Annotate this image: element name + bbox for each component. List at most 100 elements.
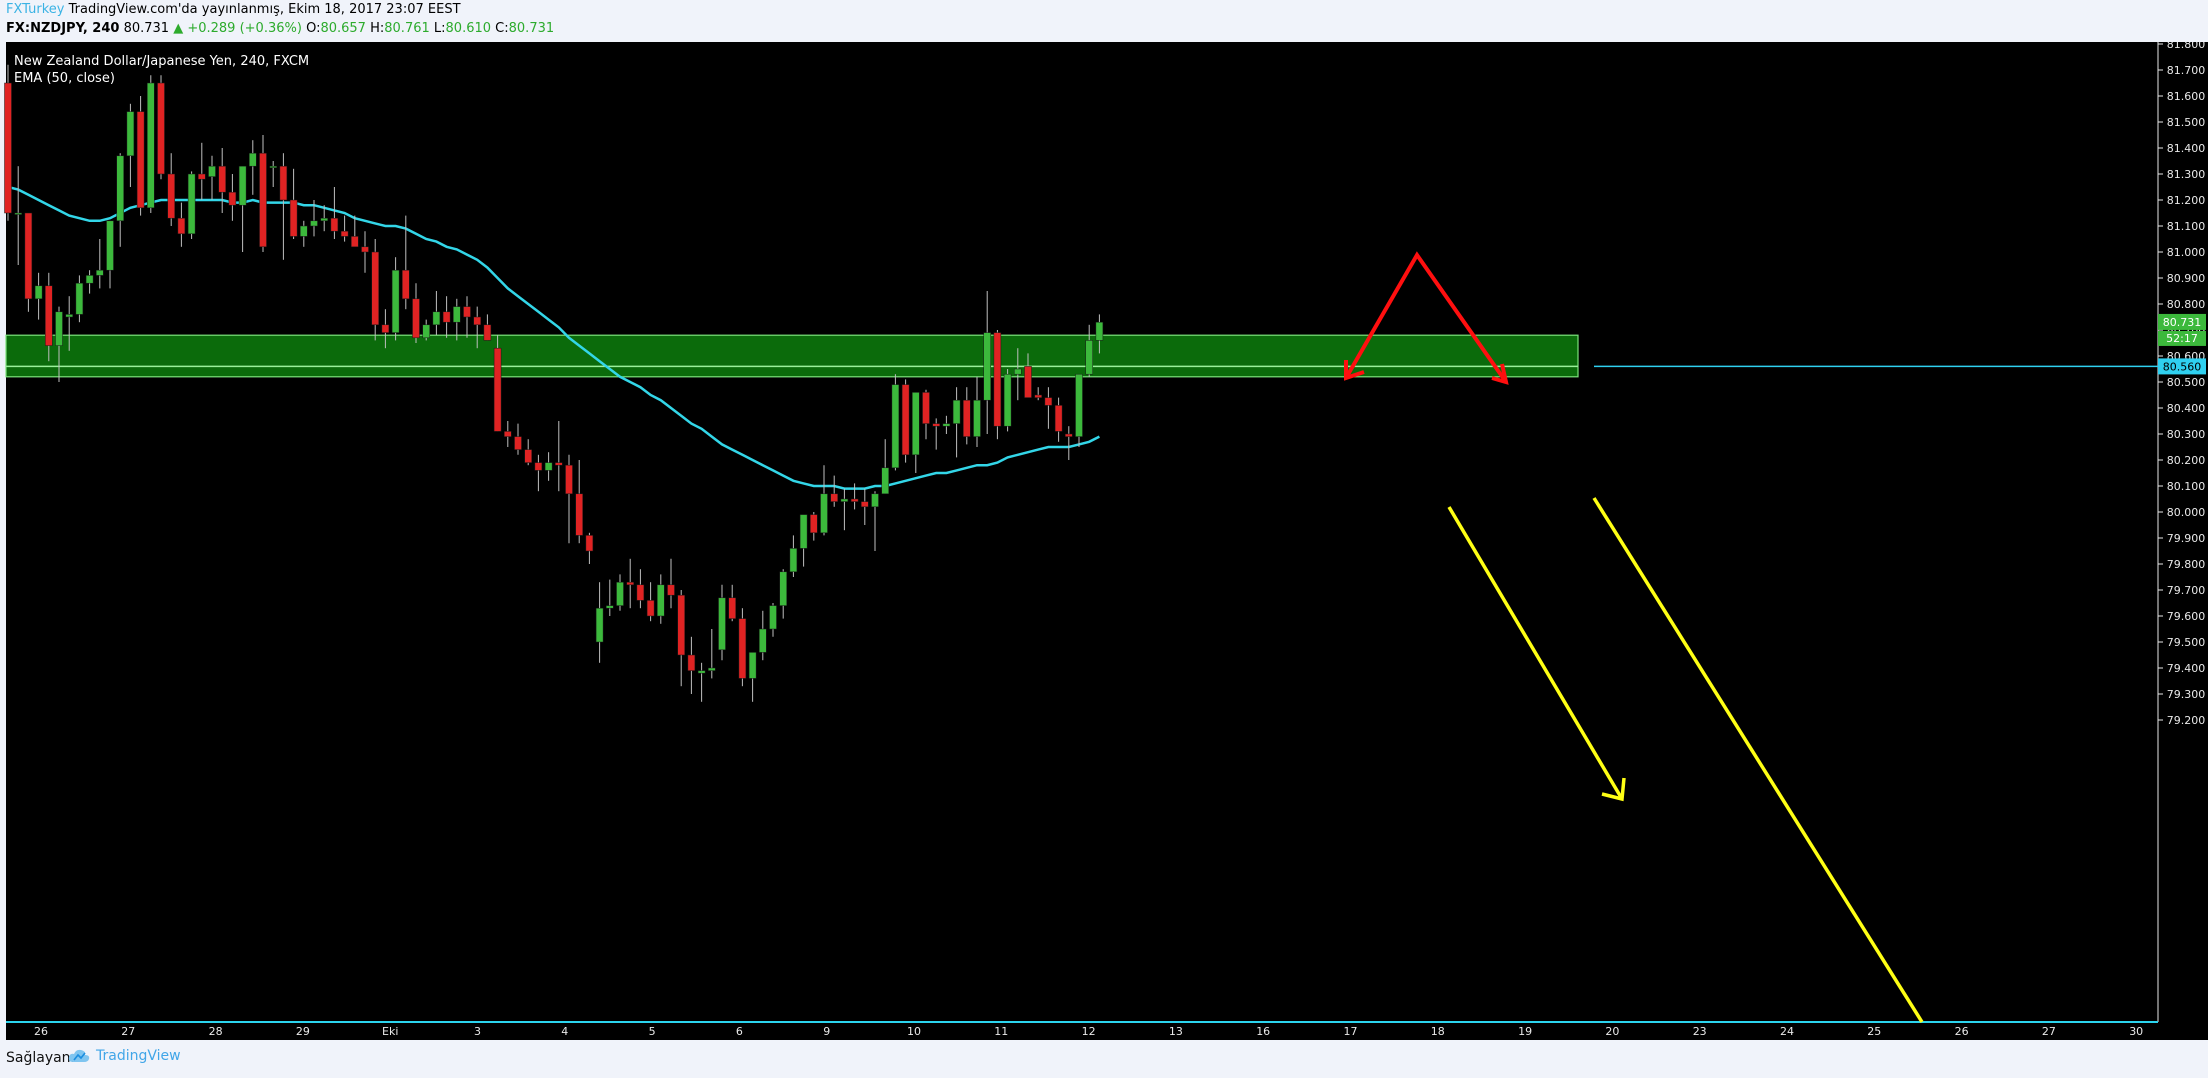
bull-candle	[708, 629, 716, 679]
candle-body	[45, 285, 53, 346]
bear-candle	[4, 64, 12, 221]
bear-candle	[667, 558, 675, 609]
price-tick-label: 80.800	[2167, 298, 2206, 311]
candle-body	[279, 165, 288, 201]
candle-body	[585, 535, 594, 552]
candle-body	[544, 462, 553, 471]
publication-header: FXTurkey TradingView.com'da yayınlanmış,…	[0, 0, 2208, 42]
countdown-tag-label: 52:17	[2166, 332, 2198, 345]
bear-candle	[136, 96, 145, 216]
bear-candle	[351, 215, 359, 248]
candle-body	[555, 462, 563, 466]
price-chart[interactable]: 81.800 81.700 81.600 81.500 81.400 81.300 81.2…	[0, 38, 2208, 1040]
candle-body	[177, 217, 186, 235]
bear-candle	[1054, 397, 1063, 442]
bull-candle	[96, 239, 104, 289]
candle-body	[912, 392, 920, 456]
yellow-arrowhead	[1601, 777, 1626, 802]
candle-body	[769, 605, 777, 630]
candle-body	[116, 155, 124, 222]
symbol-label: FX:NZDJPY, 240	[6, 21, 120, 36]
bear-candle	[932, 418, 940, 450]
bull-candle	[432, 291, 441, 336]
bull-candle	[147, 75, 155, 213]
candle-body	[728, 597, 736, 619]
candle-body	[993, 332, 1002, 427]
candle-body	[136, 111, 145, 209]
candle-body	[616, 581, 624, 606]
bear-candle	[830, 475, 838, 507]
price-tick-label: 79.300	[2167, 688, 2206, 701]
time-tick-label: 5	[649, 1025, 656, 1038]
candle-body	[636, 584, 645, 601]
candle-body	[861, 501, 869, 508]
bull-candle	[1003, 369, 1012, 432]
candle-body	[493, 347, 502, 432]
candle-body	[310, 220, 318, 227]
bear-candle	[167, 153, 175, 226]
low-label: L:	[433, 21, 446, 36]
candle-body	[147, 82, 155, 209]
high-label: H:	[370, 21, 385, 36]
bull-candle	[75, 275, 84, 323]
candle-body	[1044, 397, 1053, 406]
bull-candle	[891, 374, 900, 471]
bull-candle	[320, 205, 328, 232]
candle-body	[238, 165, 247, 206]
bull-candle	[606, 579, 614, 616]
time-tick-label: 20	[1605, 1025, 1619, 1038]
tradingview-logo[interactable]: TradingView	[68, 1048, 181, 1064]
time-tick-label: 19	[1518, 1025, 1532, 1038]
author-link[interactable]: FXTurkey	[6, 2, 65, 17]
bull-candle	[126, 103, 135, 187]
candle-body	[361, 246, 369, 253]
last-price: 80.731	[123, 21, 170, 36]
bear-candle	[646, 582, 655, 622]
candle-body	[75, 282, 84, 315]
bear-candle	[861, 488, 869, 525]
price-tick-label: 81.200	[2167, 194, 2206, 207]
bull-candle	[595, 582, 604, 663]
price-tick-label: 79.900	[2167, 532, 2206, 545]
chart-area[interactable]: 81.800 81.700 81.600 81.500 81.400 81.300 81.2…	[0, 38, 2208, 1040]
candle-body	[810, 514, 818, 534]
candle-body	[840, 498, 849, 502]
bull-candle	[789, 535, 798, 577]
candle-body	[330, 217, 339, 232]
candle-body	[901, 384, 910, 456]
bull-candle	[942, 415, 951, 434]
yellow-short-arrow	[1447, 506, 1624, 800]
time-tick-label: Eki	[382, 1025, 398, 1038]
candle-body	[320, 217, 328, 222]
low-value: 80.610	[445, 21, 492, 36]
time-tick-label: 11	[994, 1025, 1008, 1038]
time-tick-label: 29	[296, 1025, 310, 1038]
candle-body	[85, 275, 94, 284]
price-tick-label: 81.300	[2167, 168, 2206, 181]
hline-price-tag	[2158, 358, 2206, 375]
candle-body	[4, 82, 12, 214]
price-tick-label: 80.200	[2167, 454, 2206, 467]
footer-bar: Sağlayan: TradingView	[0, 1040, 2208, 1078]
bear-candle	[228, 174, 237, 221]
candle-body	[952, 399, 961, 424]
published-text: TradingView.com'da yayınlanmış, Ekim 18,…	[68, 2, 461, 17]
price-tick-label: 81.700	[2167, 64, 2206, 77]
price-tick-label: 79.200	[2167, 714, 2206, 727]
bull-candle	[1095, 314, 1104, 354]
bear-candle	[473, 306, 481, 349]
candle-body	[504, 431, 512, 437]
bull-candle	[453, 298, 461, 341]
bull-candle	[300, 220, 308, 247]
time-axis-background	[6, 1022, 2208, 1040]
close-label: C:	[495, 21, 509, 36]
indicator-label: EMA (50, close)	[14, 71, 115, 86]
price-tick-label: 81.500	[2167, 116, 2206, 129]
candle-body	[748, 652, 757, 679]
bear-candle	[157, 75, 165, 180]
price-tick-label: 80.500	[2167, 376, 2206, 389]
bear-candle	[483, 314, 492, 341]
bear-candle	[463, 296, 471, 338]
price-tick-label: 79.700	[2167, 584, 2206, 597]
price-tick-label: 80.400	[2167, 402, 2206, 415]
